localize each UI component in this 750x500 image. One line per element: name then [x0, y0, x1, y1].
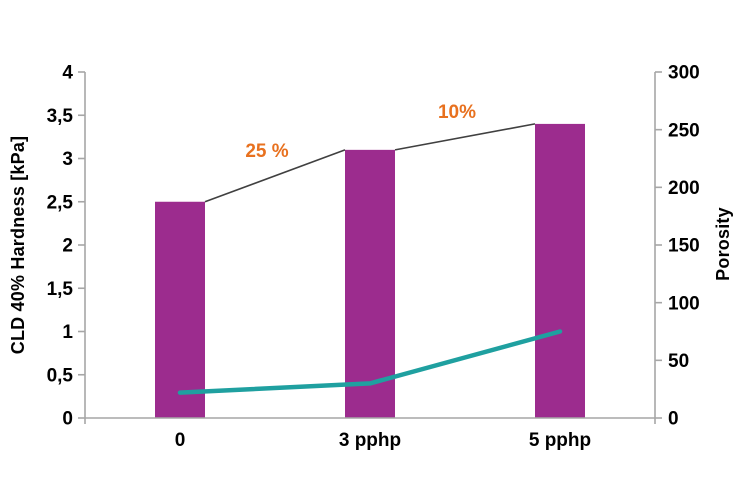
connector-line-layer: [204, 123, 536, 203]
left-axis-tick-label: 1,5: [47, 279, 74, 300]
category-label: 3 pphp: [339, 430, 401, 451]
tick-labels-layer: 0 0,5 1 1,5 2 2,5 3 3,5 4 0 50 100 150 200 250 300 0 3 pp…: [47, 63, 700, 451]
left-axis-tick-label: 3: [62, 149, 73, 170]
left-axis-tick-label: 4: [62, 63, 73, 84]
hardness-bar: [155, 201, 205, 418]
category-label: 0: [175, 430, 186, 451]
left-axis-title: CLD 40% Hardness [kPa]: [8, 136, 28, 354]
percent-change-annotation: 10%: [438, 102, 476, 123]
category-label: 5 pphp: [529, 430, 591, 451]
bar-top-connector-line: [394, 123, 536, 151]
hardness-bar: [535, 123, 585, 419]
hardness-bar: [345, 149, 395, 418]
porosity-line-layer: [177, 329, 563, 395]
right-axis-tick-label: 50: [668, 351, 689, 372]
right-axis-tick-label: 100: [668, 293, 700, 314]
right-axis-tick-label: 200: [668, 178, 700, 199]
annotations-layer: 25 % 10%: [245, 102, 476, 162]
right-axis-title: Porosity: [713, 207, 733, 281]
right-axis-tick-label: 300: [668, 63, 700, 84]
left-axis-tick-label: 3,5: [47, 106, 74, 127]
right-axis-tick-label: 0: [668, 409, 679, 430]
left-axis-tick-label: 2,5: [47, 192, 74, 213]
left-axis-tick-label: 1: [62, 322, 73, 343]
bars-layer: [155, 123, 585, 419]
percent-change-annotation: 25 %: [245, 141, 288, 162]
right-axis-tick-label: 250: [668, 120, 700, 141]
right-axis-tick-label: 150: [668, 236, 700, 257]
left-axis-tick-label: 0,5: [47, 365, 74, 386]
left-axis-tick-label: 0: [62, 409, 73, 430]
porosity-line: [177, 329, 563, 395]
bar-top-connector-line: [204, 149, 346, 203]
left-axis-tick-label: 2: [62, 236, 73, 257]
